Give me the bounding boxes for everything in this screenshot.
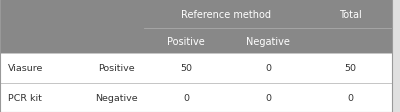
Bar	[144, 29, 228, 54]
Text: 0: 0	[265, 64, 271, 73]
Bar	[144, 0, 308, 29]
Text: Viasure: Viasure	[8, 64, 43, 73]
Text: Negative: Negative	[246, 37, 290, 46]
Text: 50: 50	[180, 64, 192, 73]
Bar	[0, 83, 392, 112]
Bar	[308, 29, 392, 54]
Bar	[0, 0, 144, 29]
Bar	[0, 54, 392, 83]
Text: Positive: Positive	[167, 37, 205, 46]
Text: PCR kit: PCR kit	[8, 93, 42, 102]
Text: Negative: Negative	[95, 93, 137, 102]
Text: Total: Total	[339, 10, 361, 19]
Text: Positive: Positive	[98, 64, 134, 73]
Text: 50: 50	[344, 64, 356, 73]
Text: Reference method: Reference method	[181, 10, 271, 19]
Text: 0: 0	[183, 93, 189, 102]
Bar	[308, 0, 392, 29]
Text: 0: 0	[265, 93, 271, 102]
Bar	[228, 29, 308, 54]
Text: 0: 0	[347, 93, 353, 102]
Bar	[0, 29, 144, 54]
